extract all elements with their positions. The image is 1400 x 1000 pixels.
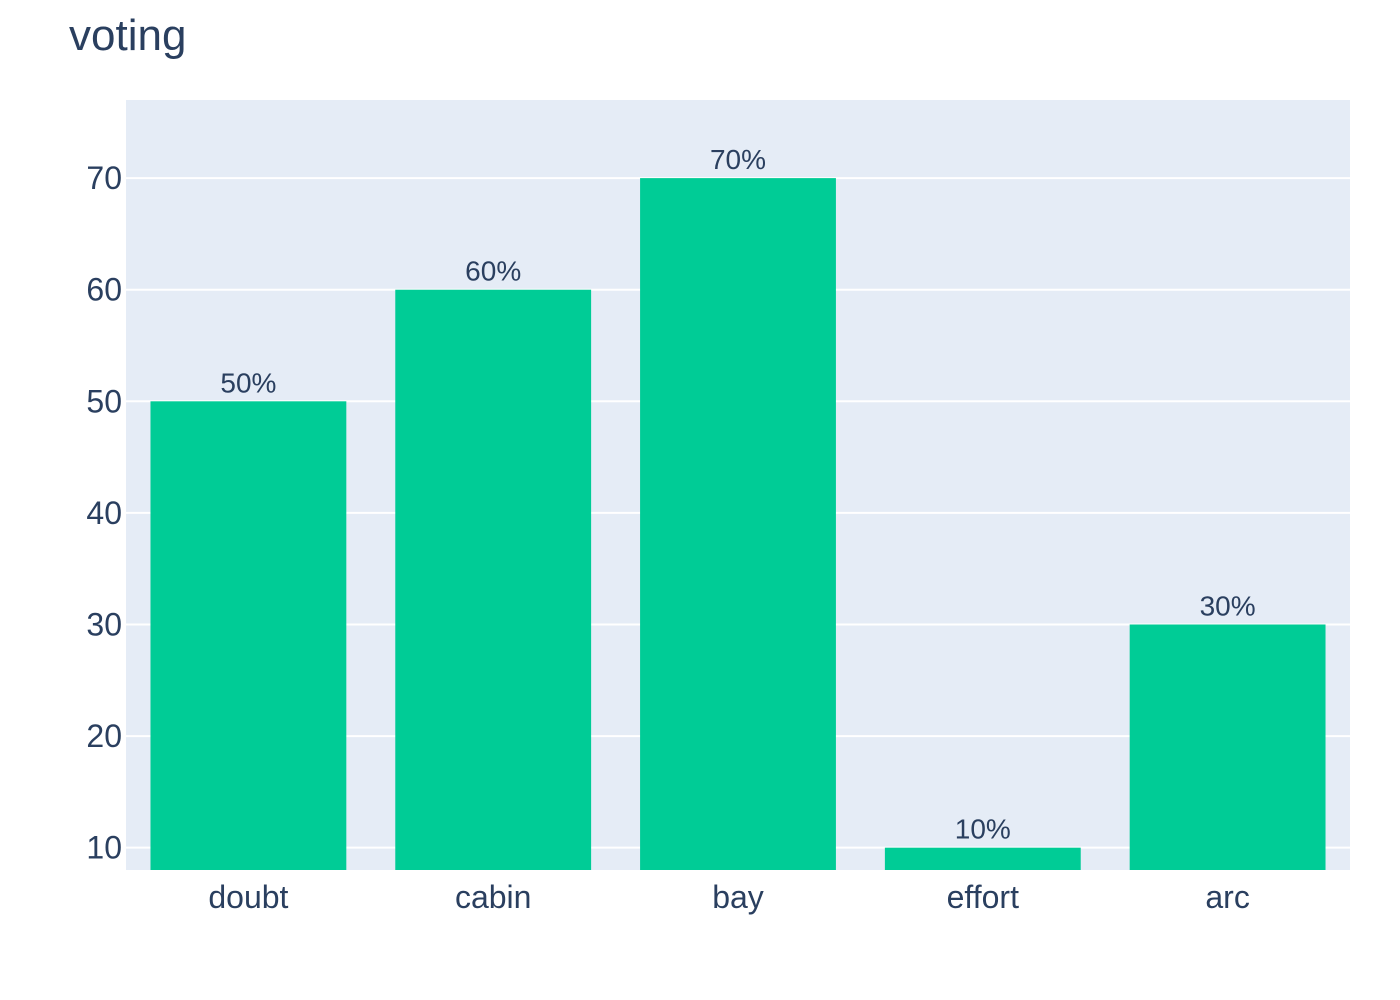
x-tick-label-arc: arc <box>1205 879 1249 915</box>
data-label-cabin: 60% <box>465 256 521 287</box>
bar-bay <box>640 178 836 870</box>
y-tick-label: 60 <box>86 272 122 308</box>
y-tick-label: 30 <box>86 606 122 642</box>
y-tick-label: 40 <box>86 495 122 531</box>
y-tick-label: 10 <box>86 830 122 866</box>
chart-title: voting <box>69 11 186 60</box>
x-tick-label-doubt: doubt <box>208 879 288 915</box>
y-tick-label: 20 <box>86 718 122 754</box>
bar-arc <box>1129 624 1326 870</box>
y-tick-label: 70 <box>86 160 122 196</box>
x-axis-tick-labels: doubt cabin bay effort arc <box>208 879 1249 915</box>
data-label-bay: 70% <box>710 144 766 175</box>
data-label-arc: 30% <box>1200 590 1256 621</box>
y-tick-label: 50 <box>86 383 122 419</box>
data-label-effort: 10% <box>955 814 1011 845</box>
y-axis-tick-labels: 10 20 30 40 50 60 70 <box>86 160 122 866</box>
data-label-doubt: 50% <box>220 367 276 398</box>
bar-effort <box>884 847 1081 870</box>
bar-cabin <box>395 289 592 870</box>
bars <box>150 178 1326 870</box>
x-tick-label-bay: bay <box>712 879 764 915</box>
data-labels: 50% 60% 70% 10% 30% <box>220 144 1255 845</box>
x-tick-label-effort: effort <box>947 879 1019 915</box>
x-tick-label-cabin: cabin <box>455 879 532 915</box>
bar-doubt <box>150 401 347 870</box>
